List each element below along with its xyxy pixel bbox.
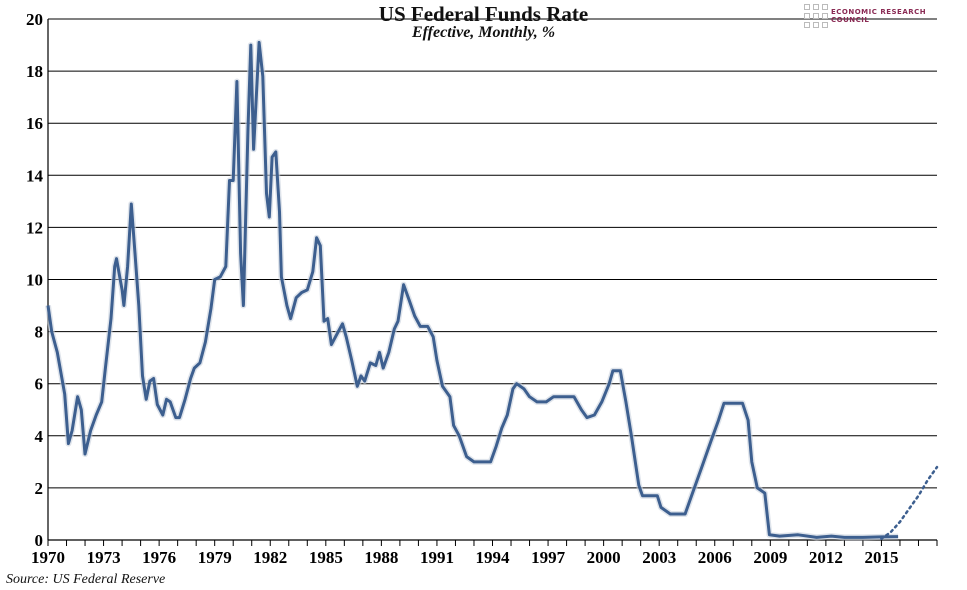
x-tick-label: 1973 [87, 548, 121, 567]
x-tick-label: 1988 [364, 548, 398, 567]
chart-title: US Federal Funds Rate [378, 2, 589, 26]
x-tick-label: 1997 [531, 548, 566, 567]
logo-squares-icon [804, 4, 828, 28]
series-line-projection [880, 465, 939, 540]
x-tick-label: 1991 [420, 548, 454, 567]
y-tick-label: 10 [26, 271, 43, 290]
y-tick-label: 6 [35, 375, 44, 394]
series-line-effective-rate [46, 40, 899, 539]
x-tick-label: 2012 [809, 548, 843, 567]
y-tick-label: 2 [35, 479, 44, 498]
x-tick-label: 1994 [476, 548, 511, 567]
chart-subtitle: Effective, Monthly, % [411, 24, 556, 41]
y-tick-label: 0 [35, 531, 44, 550]
source-note: Source: US Federal Reserve [6, 572, 166, 587]
y-tick-label: 16 [26, 114, 43, 133]
x-tick-label: 2015 [864, 548, 898, 567]
y-tick-label: 8 [35, 323, 44, 342]
x-tick-label: 1979 [198, 548, 232, 567]
x-tick-label: 1970 [31, 548, 65, 567]
x-tick-label: 2000 [587, 548, 621, 567]
y-tick-label: 14 [26, 166, 44, 185]
y-tick-label: 12 [26, 218, 43, 237]
x-tick-label: 2003 [642, 548, 676, 567]
logo-text: ECONOMIC RESEARCH COUNCIL [831, 8, 927, 24]
x-tick-label: 1982 [253, 548, 287, 567]
x-tick-label: 1985 [309, 548, 343, 567]
y-tick-label: 18 [26, 62, 43, 81]
y-tick-label: 4 [35, 427, 44, 446]
series-line-shadow [45, 39, 899, 541]
y-tick-label: 20 [26, 10, 43, 29]
x-tick-label: 2009 [753, 548, 787, 567]
erc-logo: ECONOMIC RESEARCH COUNCIL [804, 4, 967, 28]
x-tick-label: 1976 [142, 548, 176, 567]
x-tick-label: 2006 [698, 548, 732, 567]
